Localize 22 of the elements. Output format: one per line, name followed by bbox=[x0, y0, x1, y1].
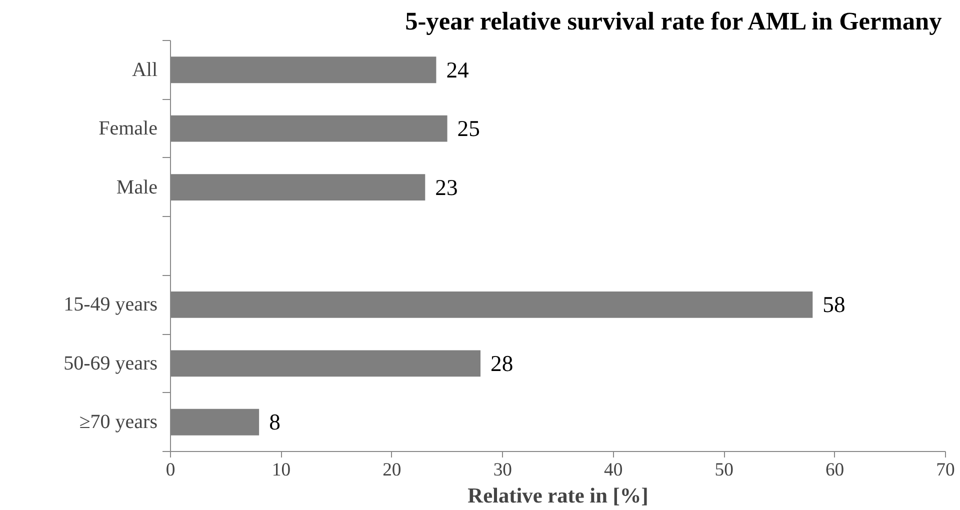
data-label: 58 bbox=[822, 292, 846, 318]
x-tick-label: 60 bbox=[825, 460, 844, 480]
x-tick-label: 70 bbox=[936, 460, 955, 480]
x-tick-label: 40 bbox=[604, 460, 623, 480]
y-tick-label: ≥70 years bbox=[79, 411, 158, 434]
x-axis-title: Relative rate in [%] bbox=[468, 484, 648, 508]
y-tick-label: 50-69 years bbox=[64, 352, 158, 374]
x-tick-label: 10 bbox=[272, 460, 291, 480]
chart-title: 5-year relative survival rate for AML in Germany bbox=[405, 8, 942, 36]
data-label: 8 bbox=[269, 410, 280, 435]
x-tick-label: 30 bbox=[493, 460, 512, 480]
data-label: 28 bbox=[490, 350, 514, 376]
data-label: 24 bbox=[446, 57, 469, 82]
y-tick-label: Female bbox=[98, 118, 158, 140]
x-tick-label: 50 bbox=[714, 460, 734, 480]
y-tick-label: All bbox=[132, 58, 158, 81]
y-tick-label: 15-49 years bbox=[64, 294, 158, 316]
data-label: 23 bbox=[435, 174, 458, 200]
data-label: 25 bbox=[457, 116, 480, 142]
x-tick-label: 20 bbox=[382, 460, 402, 480]
x-tick-label: 0 bbox=[166, 460, 176, 480]
y-tick-label: Male bbox=[116, 176, 158, 198]
